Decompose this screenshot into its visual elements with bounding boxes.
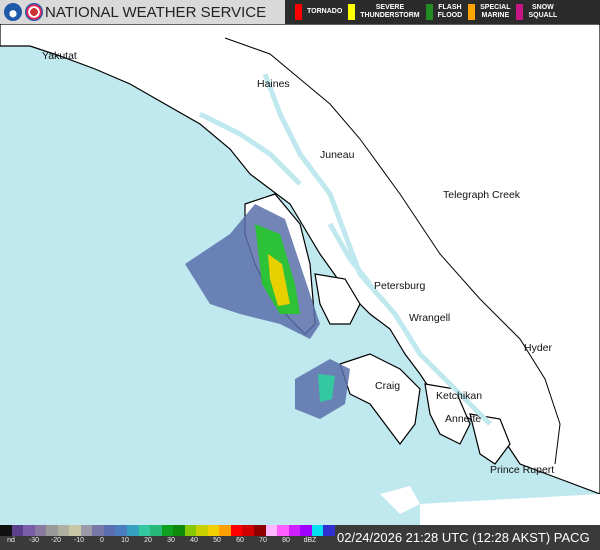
reflectivity-colorbar	[0, 525, 335, 536]
colorbar-tick: -30	[28, 537, 40, 544]
colorbar-tick: nd	[7, 537, 15, 544]
warning-label: SPECIAL MARINE	[480, 4, 511, 19]
city-wrangell: Wrangell	[409, 312, 451, 324]
city-telegraph-creek: Telegraph Creek	[443, 189, 521, 201]
colorbar-tick: 20	[144, 537, 152, 544]
warning-legend: TORNADO SEVERE THUNDERSTORM FLASH FLOOD SPE…	[285, 0, 600, 24]
colorbar-swatch	[311, 525, 324, 536]
channels	[198, 73, 492, 426]
colorbar-swatch	[115, 525, 128, 536]
colorbar-swatch	[103, 525, 116, 536]
header: NATIONAL WEATHER SERVICE TORNADO SEVERE T…	[0, 0, 600, 24]
colorbar-swatch	[138, 525, 151, 536]
colorbar-swatch	[127, 525, 139, 536]
warning-label: SNOW SQUALL	[528, 4, 558, 19]
colorbar-swatch	[11, 525, 24, 536]
radar-map[interactable]	[0, 24, 600, 525]
colorbar-swatch	[277, 525, 289, 536]
warning-label: FLASH FLOOD	[437, 4, 463, 19]
colorbar-tick: 50	[213, 537, 221, 544]
colorbar-swatch	[207, 525, 220, 536]
colorbar-tick: -10	[73, 537, 85, 544]
colorbar-swatch	[173, 525, 185, 536]
colorbar-tick: 80	[282, 537, 290, 544]
border	[224, 37, 561, 465]
colorbar-swatch	[196, 525, 208, 536]
colorbar-swatch	[57, 525, 70, 536]
warning-swatch	[468, 4, 476, 20]
colorbar-swatch	[80, 525, 93, 536]
colorbar-swatch	[161, 525, 174, 536]
page-title: NATIONAL WEATHER SERVICE	[45, 4, 267, 21]
city-prince-rupert: Prince Rupert	[490, 464, 555, 476]
colorbar-swatch	[184, 525, 197, 536]
radar-echoes	[185, 204, 350, 419]
colorbar-tick: 30	[167, 537, 175, 544]
colorbar-swatch	[69, 525, 81, 536]
city-juneau: Juneau	[320, 149, 355, 161]
colorbar-swatch	[0, 525, 12, 536]
timestamp: 02/24/2026 21:28 UTC (12:28 AKST) PACG	[337, 530, 590, 545]
colorbar-swatch	[288, 525, 301, 536]
legend-bar: nd -30 -20 -10 0 10 20 30 40 50 60 70 80 dBZ 02/24/20…	[0, 525, 600, 550]
warning-swatch	[516, 4, 524, 20]
city-ketchikan: Ketchikan	[436, 390, 483, 402]
colorbar-swatch	[219, 525, 231, 536]
nws-logo	[25, 3, 43, 21]
colorbar-swatch	[230, 525, 243, 536]
warning-swatch	[295, 4, 302, 20]
colorbar-swatch	[46, 525, 58, 536]
warning-label: TORNADO	[307, 8, 343, 15]
colorbar-swatch	[242, 525, 255, 536]
city-craig: Craig	[375, 380, 401, 392]
colorbar-swatch	[265, 525, 278, 536]
colorbar-swatch	[323, 525, 335, 536]
noaa-logo	[4, 3, 22, 21]
colorbar-tick: 10	[121, 537, 129, 544]
colorbar-swatch	[300, 525, 312, 536]
colorbar-swatch	[254, 525, 266, 536]
colorbar-swatch	[23, 525, 35, 536]
colorbar-tick: dBZ	[303, 537, 317, 544]
colorbar-swatch	[150, 525, 162, 536]
warning-severe-thunderstorm: SEVERE THUNDERSTORM	[348, 4, 420, 20]
colorbar-ticks: nd -30 -20 -10 0 10 20 30 40 50 60 70 80 dBZ	[0, 537, 335, 550]
colorbar-tick: 0	[100, 537, 104, 544]
colorbar-swatch	[34, 525, 47, 536]
colorbar-swatch	[92, 525, 104, 536]
city-haines: Haines	[257, 78, 290, 90]
colorbar-tick: -20	[50, 537, 62, 544]
warning-label: SEVERE THUNDERSTORM	[360, 4, 420, 19]
warning-flash-flood: FLASH FLOOD	[425, 4, 463, 20]
warning-swatch	[348, 4, 356, 20]
colorbar-tick: 70	[259, 537, 267, 544]
colorbar-tick: 60	[236, 537, 244, 544]
colorbar-tick: 40	[190, 537, 198, 544]
warning-snow-squall: SNOW SQUALL	[516, 4, 557, 20]
city-hyder: Hyder	[524, 342, 553, 354]
warning-tornado: TORNADO	[295, 4, 342, 20]
warning-special-marine: SPECIAL MARINE	[468, 4, 510, 20]
city-annette: Annette	[445, 413, 482, 425]
city-yakutat: Yakutat	[42, 50, 77, 62]
warning-swatch	[425, 4, 433, 20]
city-petersburg: Petersburg	[374, 280, 426, 292]
